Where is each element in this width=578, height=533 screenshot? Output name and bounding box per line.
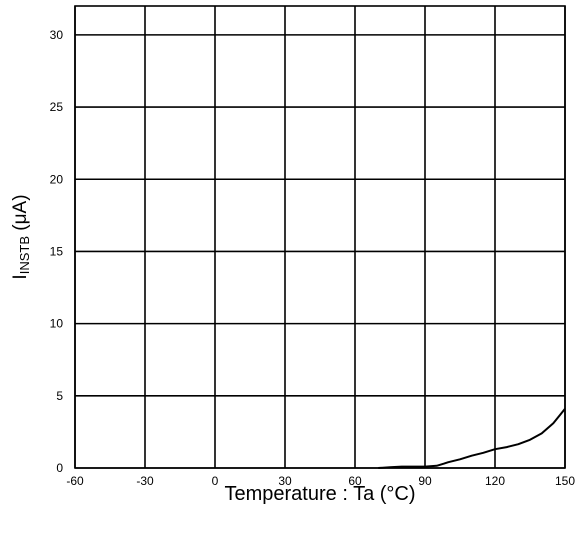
y-tick-label: 25: [50, 100, 64, 114]
x-tick-label: -30: [136, 474, 154, 488]
y-axis-label-unit: (μA): [10, 194, 31, 236]
series-line: [378, 408, 566, 469]
y-tick-label: 5: [56, 389, 63, 403]
y-tick-label: 0: [56, 461, 63, 475]
grid: [74, 6, 566, 469]
y-tick-label: 20: [50, 172, 64, 186]
x-tick-label: 60: [348, 474, 362, 488]
y-axis-label-main: I: [10, 274, 31, 279]
y-tick-label: 15: [50, 244, 64, 258]
y-axis-label: IINSTB (μA): [10, 194, 32, 279]
x-tick-label: 120: [485, 474, 505, 488]
x-axis-label: Temperature : Ta (°C): [224, 483, 415, 505]
y-tick-label: 30: [50, 28, 64, 42]
series-group: [378, 408, 566, 469]
x-tick-label: 30: [278, 474, 292, 488]
y-axis-label-subscript: INSTB: [17, 236, 32, 274]
x-tick-label: 150: [555, 474, 575, 488]
x-tick-label: -60: [66, 474, 84, 488]
x-tick-label: 0: [212, 474, 219, 488]
y-tick-label: 10: [50, 317, 64, 331]
x-tick-label: 90: [418, 474, 432, 488]
tick-labels: -60 -30 0 30 60 90 120 150 0 5 10 15 20 25 30: [50, 28, 576, 488]
plot-frame: [74, 5, 566, 469]
